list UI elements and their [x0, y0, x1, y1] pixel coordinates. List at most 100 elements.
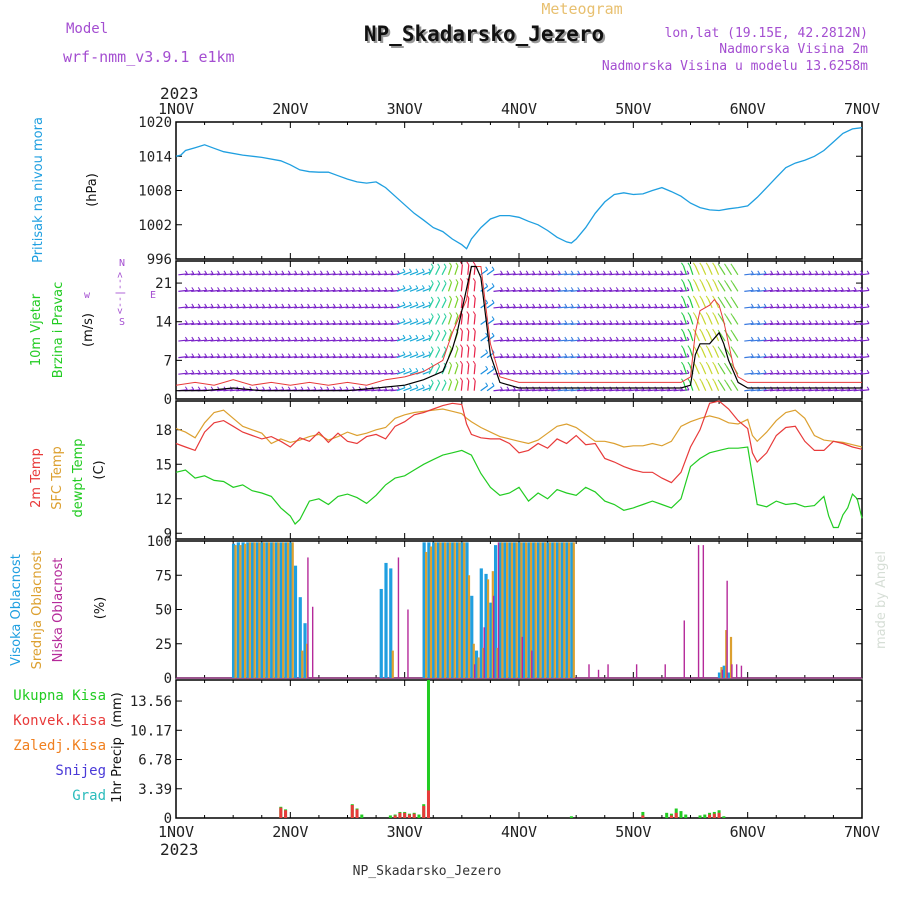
wind-barb: [583, 306, 593, 309]
legend-hail: Grad: [72, 788, 106, 804]
wind-barb: [628, 322, 638, 326]
wind-barb-flag: [596, 270, 600, 275]
wind-barb: [769, 372, 780, 375]
wind-barb: [538, 306, 548, 309]
cloud-bar: [721, 669, 724, 678]
wind-barb: [480, 335, 488, 342]
wind-barb: [682, 348, 688, 358]
wind-barb: [776, 389, 786, 392]
wind-barb: [467, 347, 470, 358]
wind-barb-flag: [191, 270, 195, 275]
wind-barb: [732, 316, 739, 325]
cloud-bar: [246, 542, 250, 678]
wind-barb-flag: [757, 336, 761, 341]
precip-bar: [569, 816, 573, 818]
wind-barb-flag: [437, 329, 441, 334]
wind-barb: [236, 356, 246, 359]
wind-barb-flag: [557, 320, 561, 324]
wind-barb: [339, 273, 349, 276]
wind-barb: [577, 273, 587, 276]
wind-barb-flag: [628, 353, 632, 357]
wind-barb-flag: [371, 336, 375, 341]
wind-barb-flag: [795, 353, 799, 357]
wind-barb: [596, 289, 606, 292]
wind-barb: [493, 339, 503, 342]
precip-bar: [388, 815, 392, 818]
wind-barb: [776, 289, 786, 292]
wind-barb: [634, 339, 645, 342]
wind-barb: [789, 372, 799, 375]
wind-barb: [454, 282, 459, 292]
wind-barb-flag: [506, 287, 510, 291]
wind-barb-flag: [615, 369, 619, 374]
wind-barb: [396, 337, 406, 342]
temp-unit: (C): [92, 460, 107, 479]
wind-barb: [358, 273, 368, 276]
wind-barb: [460, 380, 463, 391]
wind-barb: [351, 273, 362, 276]
wind-barb-flag: [609, 270, 613, 275]
wind-barb-flag: [602, 303, 606, 308]
wind-barb: [782, 322, 792, 326]
wind-barb: [441, 266, 447, 276]
wind-barb-flag: [307, 287, 310, 291]
cloud-bar: [496, 647, 499, 678]
wind-barb: [351, 372, 362, 375]
wind-barb-flag: [313, 303, 317, 308]
wind-barb-flag: [770, 336, 774, 341]
wind-barb-flag: [443, 379, 447, 383]
wind-barb: [223, 322, 233, 326]
wind-barb: [319, 306, 329, 309]
wind-barb-flag: [763, 303, 767, 308]
cloud-bar: [520, 542, 523, 678]
precip-bar: [350, 805, 354, 818]
wind-barb: [821, 389, 831, 392]
wind-barb-flag: [197, 287, 201, 291]
wind-unit: (m/s): [81, 313, 96, 347]
wind-barb-flag: [397, 386, 401, 390]
wind-barb-flag: [485, 266, 489, 271]
wind-barb-flag: [705, 262, 709, 267]
wind-barb: [447, 282, 453, 292]
wind-barb: [564, 389, 574, 392]
wind-barb-flag: [377, 369, 381, 374]
wind-barb: [757, 372, 767, 375]
wind-barb-flag: [472, 311, 476, 315]
wind-barb: [441, 316, 447, 325]
wind-barb: [268, 289, 278, 292]
cloud-bar: [286, 542, 290, 678]
wind-barb: [435, 332, 441, 342]
wind-barb-flag: [326, 270, 330, 275]
wind-barb-flag: [847, 303, 851, 308]
wind-barb-flag: [204, 336, 208, 341]
wind-barb: [847, 356, 857, 359]
wind-barb-flag: [705, 345, 709, 349]
wind-barb: [564, 322, 574, 326]
wind-barb-flag: [840, 287, 844, 291]
wind-barb-flag: [506, 303, 510, 308]
wind-barb: [428, 266, 434, 276]
header: Model wrf-nmm_v3.9.1 e1km Meteogram NP_S…: [63, 0, 868, 74]
wind-barb-flag: [834, 287, 838, 291]
wind-barb: [236, 306, 246, 309]
wind-barb: [763, 306, 773, 309]
wind-barb: [512, 356, 522, 359]
wind-barb: [673, 306, 683, 309]
precip-bar: [717, 812, 721, 818]
wind-barb-flag: [853, 270, 857, 275]
wind-barb: [493, 372, 503, 375]
wind-barb-flag: [717, 263, 721, 268]
wind-barb: [416, 271, 425, 276]
wind-barb: [274, 339, 284, 342]
wind-barb-flag: [570, 369, 574, 374]
wind-barb: [396, 354, 406, 359]
wind-barb: [229, 322, 239, 326]
wind-barb: [525, 322, 535, 326]
wind-barb-flag: [204, 353, 208, 357]
wind-barb-flag: [834, 303, 838, 308]
wind-barb: [557, 273, 567, 276]
wind-barb-flag: [421, 334, 425, 339]
wind-barb: [268, 322, 278, 326]
wind-barb: [274, 322, 284, 326]
wind-barb-flag: [472, 377, 476, 381]
